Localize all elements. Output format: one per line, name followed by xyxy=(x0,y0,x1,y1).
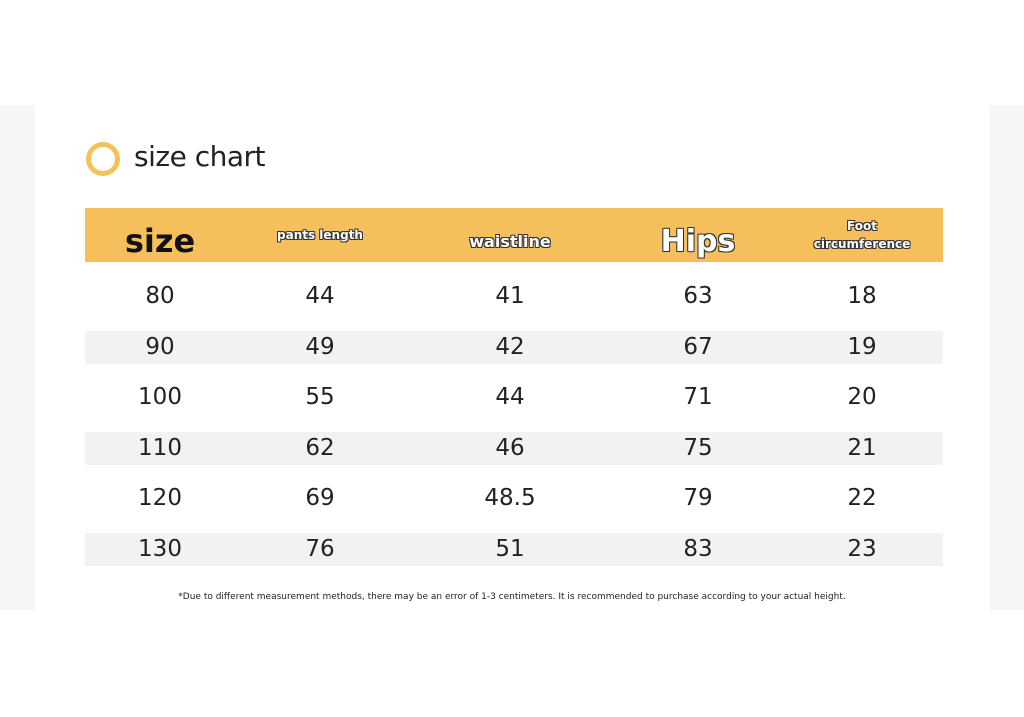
table-cell: 41 xyxy=(495,283,525,309)
table-cell: 22 xyxy=(847,485,877,511)
title: size chart xyxy=(134,140,265,173)
table-cell: 79 xyxy=(683,485,713,511)
column-header: size xyxy=(124,222,196,260)
table-cell: 48.5 xyxy=(484,485,536,511)
table-cell: 90 xyxy=(145,334,175,360)
table-cell: 130 xyxy=(138,536,182,562)
table-cell: 18 xyxy=(847,283,877,309)
table-cell: 49 xyxy=(305,334,335,360)
column-header: waistline xyxy=(469,231,551,251)
table-cell: 42 xyxy=(495,334,525,360)
table-cell: 63 xyxy=(683,283,713,309)
table-cell: 67 xyxy=(683,334,713,360)
table-cell: 62 xyxy=(305,435,335,461)
table-cell: 71 xyxy=(683,384,713,410)
table-cell: 44 xyxy=(305,283,335,309)
table-cell: 100 xyxy=(138,384,182,410)
table-cell: 19 xyxy=(847,334,877,360)
row-stripe xyxy=(85,331,943,364)
column-header: Hips xyxy=(660,223,736,259)
table-cell: 46 xyxy=(495,435,525,461)
table-cell: 69 xyxy=(305,485,335,511)
table-cell: 110 xyxy=(138,435,182,461)
row-stripe xyxy=(85,432,943,465)
table-cell: 76 xyxy=(305,536,335,562)
table-cell: 20 xyxy=(847,384,877,410)
title-icon xyxy=(86,142,120,176)
table-cell: 44 xyxy=(495,384,525,410)
footnote: *Due to different measurement methods, t… xyxy=(178,592,846,602)
table-cell: 21 xyxy=(847,435,877,461)
row-stripe xyxy=(85,533,943,566)
table-cell: 83 xyxy=(683,536,713,562)
table-cell: 75 xyxy=(683,435,713,461)
table-cell: 51 xyxy=(495,536,525,562)
column-header: pants length xyxy=(277,228,363,242)
table-header: size pants length waistline Hips Foot circum… xyxy=(85,208,943,262)
table-cell: 55 xyxy=(305,384,335,410)
table-cell: 23 xyxy=(847,536,877,562)
column-header: Foot circumference xyxy=(813,219,911,251)
table-cell: 80 xyxy=(145,283,175,309)
table-cell: 120 xyxy=(138,485,182,511)
